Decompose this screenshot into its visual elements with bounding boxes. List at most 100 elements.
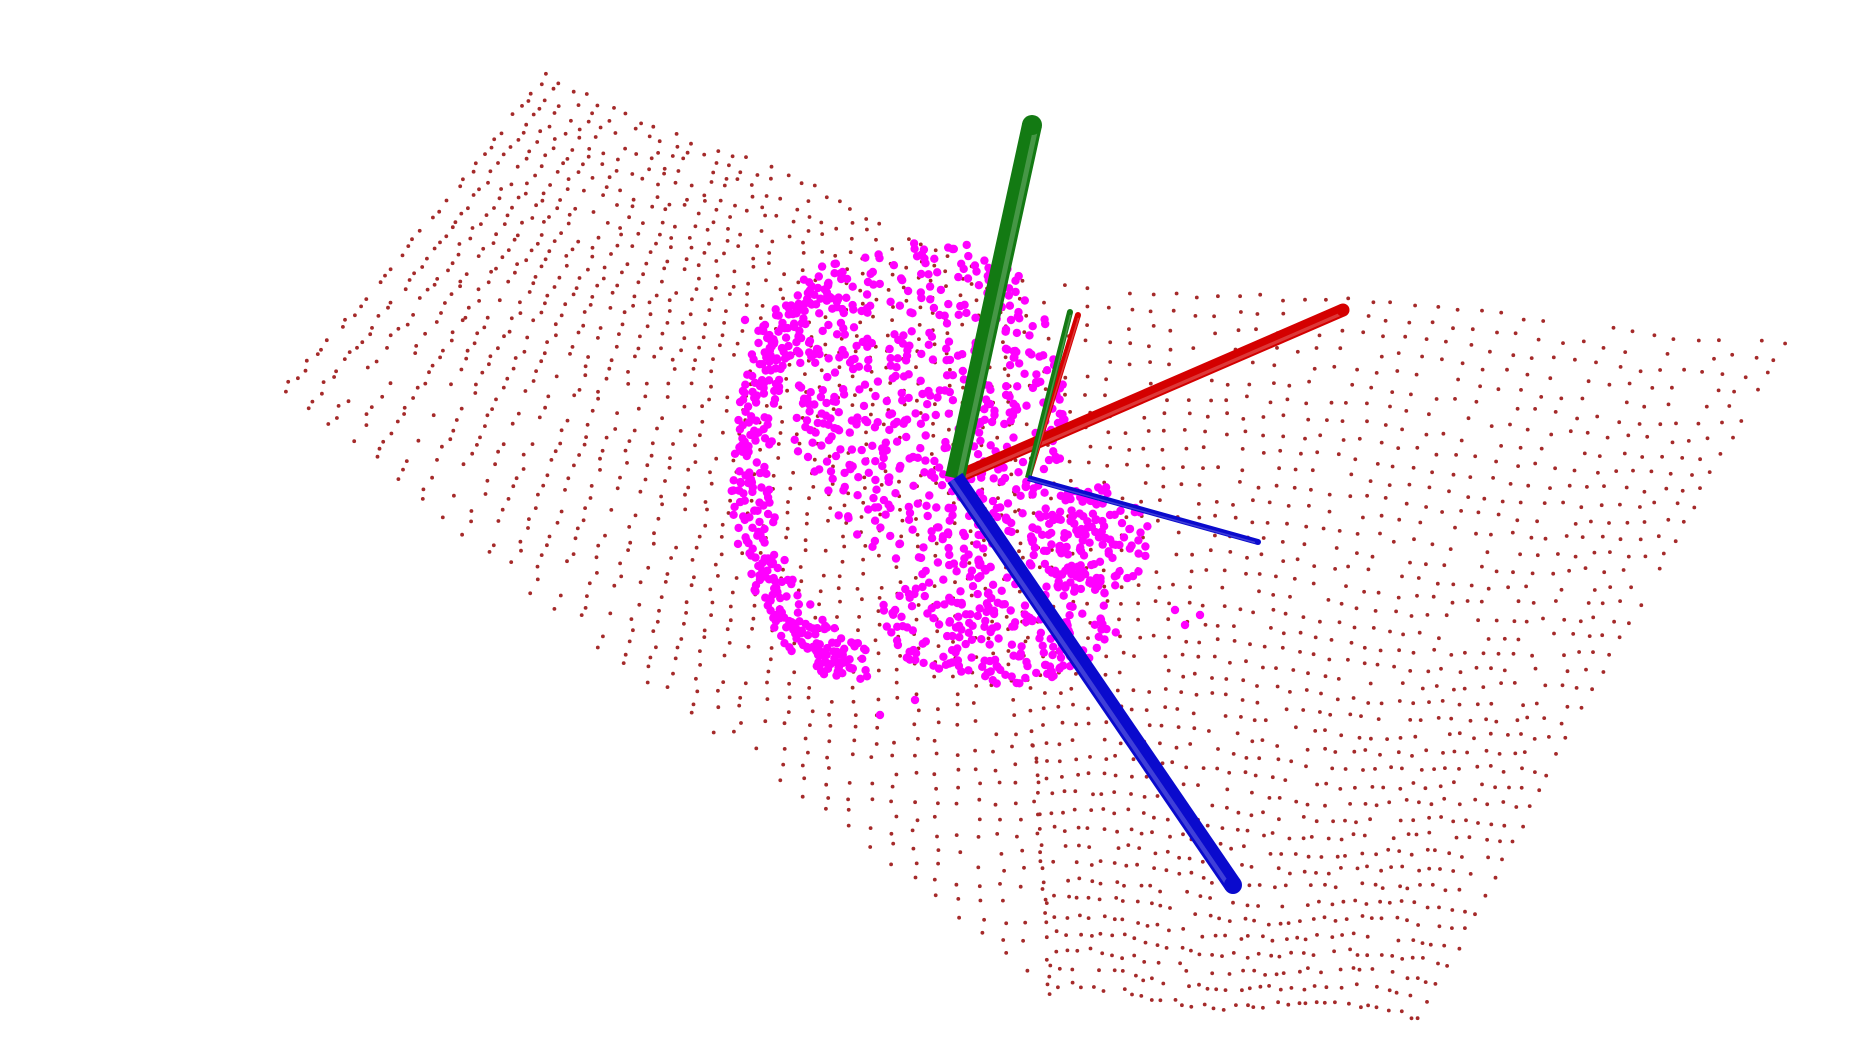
- scene-point: [863, 486, 867, 490]
- scene-point: [1049, 811, 1054, 816]
- scene-point: [634, 152, 639, 156]
- scene-point: [991, 651, 996, 656]
- object-point: [762, 488, 772, 497]
- scene-point: [627, 639, 632, 644]
- scene-point: [1155, 922, 1160, 927]
- scene-point: [1370, 785, 1375, 789]
- scene-point: [1739, 419, 1744, 423]
- scene-point: [1088, 755, 1092, 759]
- scene-point: [1486, 637, 1491, 641]
- scene-point: [334, 369, 338, 374]
- scene-point: [1416, 923, 1420, 927]
- object-point: [1009, 433, 1018, 442]
- scene-point: [380, 394, 385, 399]
- scene-point: [1165, 398, 1169, 403]
- scene-point: [583, 373, 588, 378]
- scene-point: [1252, 718, 1257, 723]
- object-point: [1066, 602, 1075, 611]
- object-point: [1180, 620, 1190, 630]
- scene-point: [1323, 746, 1327, 751]
- scene-point: [1283, 778, 1288, 782]
- scene-point: [618, 188, 622, 193]
- object-point: [964, 628, 973, 637]
- scene-point: [1432, 767, 1436, 771]
- scene-point: [1415, 976, 1420, 980]
- scene-point: [1349, 640, 1354, 645]
- scene-point: [811, 485, 816, 489]
- scene-point: [1157, 585, 1162, 590]
- scene-point: [1056, 704, 1061, 709]
- object-point: [747, 551, 756, 560]
- object-point: [790, 435, 799, 444]
- scene-point: [955, 702, 960, 707]
- scene-point: [746, 281, 750, 286]
- object-point: [834, 511, 843, 520]
- scene-point: [715, 273, 720, 278]
- scene-point: [1021, 938, 1025, 943]
- scene-point: [1139, 499, 1143, 504]
- scene-point: [1398, 736, 1403, 740]
- object-point: [895, 464, 904, 473]
- scene-point: [1262, 644, 1267, 649]
- object-point: [911, 409, 920, 418]
- object-point: [817, 262, 827, 271]
- scene-point: [1343, 854, 1347, 858]
- object-point: [1030, 543, 1040, 552]
- scene-point: [951, 640, 955, 644]
- scene-point: [874, 742, 879, 746]
- scene-point: [1145, 463, 1150, 468]
- object-point: [740, 515, 749, 525]
- scene-point: [1189, 870, 1194, 875]
- scene-point: [1502, 636, 1507, 641]
- scene-point: [911, 846, 916, 851]
- scene-point: [990, 619, 994, 624]
- scene-point: [477, 299, 481, 303]
- scene-point: [1071, 702, 1075, 707]
- scene-point: [760, 304, 765, 308]
- scene-point: [1101, 807, 1106, 811]
- scene-point: [484, 213, 489, 218]
- scene-point: [931, 433, 936, 438]
- scene-point: [932, 584, 937, 588]
- scene-point: [1497, 752, 1502, 756]
- scene-point: [689, 381, 694, 386]
- object-point: [1002, 382, 1011, 391]
- scene-point: [1174, 745, 1179, 750]
- scene-point: [650, 441, 655, 446]
- object-point: [1125, 524, 1135, 534]
- scene-point: [1215, 766, 1220, 771]
- scene-point: [1405, 918, 1409, 923]
- scene-point: [936, 720, 941, 725]
- scene-point: [828, 724, 833, 728]
- scene-point: [1144, 708, 1149, 712]
- scene-point: [1366, 567, 1371, 572]
- object-point: [1060, 415, 1069, 424]
- scene-point: [1030, 743, 1035, 747]
- scene-point: [764, 194, 769, 198]
- scene-point: [1448, 547, 1453, 551]
- scene-point: [623, 448, 628, 453]
- object-point: [771, 610, 781, 620]
- scene-point: [800, 763, 805, 768]
- scene-point: [1205, 823, 1210, 828]
- object-point: [750, 506, 759, 515]
- scene-point: [1086, 460, 1091, 465]
- scene-point: [671, 442, 675, 446]
- scene-point: [577, 135, 582, 140]
- scene-point: [1239, 937, 1244, 941]
- scene-point: [401, 467, 405, 472]
- scene-point: [1463, 909, 1467, 914]
- object-point: [898, 622, 907, 631]
- scene-point: [670, 357, 675, 362]
- scene-point: [1355, 551, 1359, 555]
- scene-point: [1192, 726, 1197, 731]
- object-point: [994, 634, 1003, 643]
- scene-point: [1727, 404, 1732, 408]
- scene-point: [1263, 973, 1267, 977]
- scene-point: [1432, 647, 1437, 652]
- scene-point: [1326, 871, 1331, 876]
- scene-point: [1197, 515, 1202, 520]
- scene-point: [846, 491, 851, 496]
